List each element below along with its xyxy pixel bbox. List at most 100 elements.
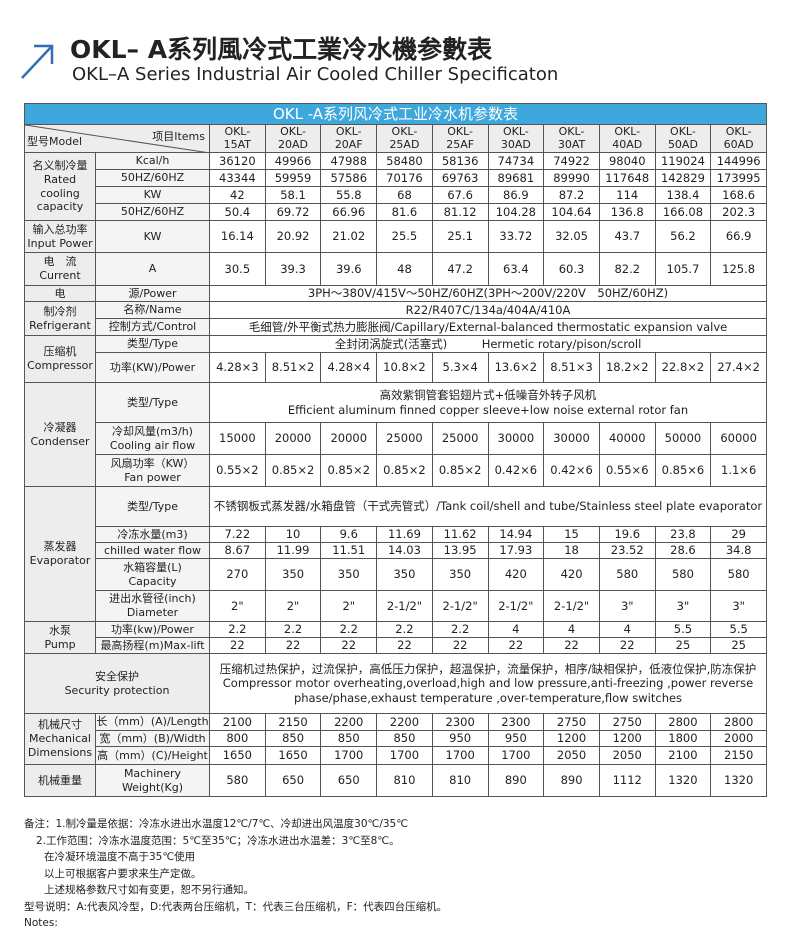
value-cell: 22 (265, 638, 322, 654)
spanning-value: 全封闭涡旋式(活塞式) Hermetic rotary/pison/scroll (210, 336, 767, 353)
value-cell: 22.8×2 (655, 353, 712, 383)
value-cell: 4 (544, 622, 600, 638)
value-cell: 87.2 (544, 187, 600, 204)
value-cell: 4 (488, 622, 545, 638)
value-cell: 2.2 (377, 622, 433, 638)
value-cell: 2200 (321, 714, 378, 731)
value-cell: 39.3 (265, 253, 322, 286)
group-label: 电 流 Current (25, 253, 96, 286)
value-cell: 22 (599, 638, 656, 654)
value-cell: 2" (210, 591, 266, 622)
value-cell: 33.72 (488, 221, 545, 253)
value-cell: 142829 (655, 170, 712, 187)
subtitle: OKL–A Series Industrial Air Cooled Chill… (72, 64, 559, 85)
corner-right: 项目Items (152, 130, 205, 143)
value-cell: 32.05 (544, 221, 600, 253)
value-cell: 25 (711, 638, 767, 654)
value-cell: 950 (488, 731, 545, 747)
value-cell: 60000 (711, 423, 767, 455)
item-label: chilled water flow (96, 543, 210, 559)
value-cell: 168.6 (711, 187, 767, 204)
value-cell: 2.2 (432, 622, 489, 638)
value-cell: 60.3 (544, 253, 600, 286)
value-cell: 0.85×2 (432, 455, 489, 487)
value-cell: 25.1 (432, 221, 489, 253)
group-label: 机械尺寸 Mechanical Dimensions (25, 714, 96, 765)
value-cell: 138.4 (655, 187, 712, 204)
group-label: 机械重量 (25, 765, 96, 797)
value-cell: 2800 (655, 714, 712, 731)
model-header: OKL- 20AF (321, 125, 378, 153)
item-label: 高（mm）(C)/Height (96, 747, 210, 765)
value-cell: 67.6 (432, 187, 489, 204)
value-cell: 98040 (599, 153, 656, 170)
value-cell: 580 (599, 559, 656, 591)
value-cell: 1320 (711, 765, 767, 797)
item-label: 长（mm）(A)/Length (96, 714, 210, 731)
note-line: 上述规格参数尺寸如有变更，恕不另行通知。 (44, 884, 254, 896)
model-header: OKL- 50AD (655, 125, 712, 153)
spanning-value: 高效紫铜管套铝翅片式+低噪音外转子风机 Efficient aluminum f… (210, 383, 767, 423)
value-cell: 2100 (655, 747, 712, 765)
value-cell: 2-1/2" (377, 591, 433, 622)
value-cell: 105.7 (655, 253, 712, 286)
value-cell: 58136 (432, 153, 489, 170)
value-cell: 350 (321, 559, 378, 591)
value-cell: 2.2 (265, 622, 322, 638)
value-cell: 81.12 (432, 204, 489, 221)
value-cell: 36120 (210, 153, 266, 170)
value-cell: 2050 (544, 747, 600, 765)
spanning-value: 压缩机过热保护，过流保护，高低压力保护，超温保护，流量保护，相序/缺相保护，低液… (210, 654, 767, 714)
value-cell: 29 (711, 527, 767, 543)
value-cell: 2200 (377, 714, 433, 731)
value-cell: 580 (655, 559, 712, 591)
value-cell: 2050 (599, 747, 656, 765)
value-cell: 69.72 (265, 204, 322, 221)
value-cell: 0.85×6 (655, 455, 712, 487)
value-cell: 0.55×6 (599, 455, 656, 487)
value-cell: 50.4 (210, 204, 266, 221)
value-cell: 9.6 (321, 527, 378, 543)
item-label: A (96, 253, 210, 286)
note-line: 备注：1.制冷量是依据：冷冻水进出水温度12℃/7℃、冷却进出风温度30℃/35… (24, 818, 409, 830)
value-cell: 43.7 (599, 221, 656, 253)
spanning-value: 不锈钢板式蒸发器/水箱盘管（干式壳管式）/Tank coil/shell and… (210, 487, 767, 527)
value-cell: 11.99 (265, 543, 322, 559)
value-cell: 23.8 (655, 527, 712, 543)
note-line: Notes: (24, 917, 58, 929)
value-cell: 125.8 (711, 253, 767, 286)
item-label: 源/Power (96, 286, 210, 302)
note-line: 型号说明：A:代表风冷型，D:代表两台压缩机，T：代表三台压缩机，F：代表四台压… (24, 900, 448, 913)
value-cell: 4.28×4 (321, 353, 378, 383)
value-cell: 11.69 (377, 527, 433, 543)
value-cell: 1.1×6 (711, 455, 767, 487)
value-cell: 0.42×6 (544, 455, 600, 487)
group-label: 制冷剂 Refrigerant (25, 302, 96, 336)
value-cell: 48 (377, 253, 433, 286)
value-cell: 39.6 (321, 253, 378, 286)
value-cell: 173995 (711, 170, 767, 187)
value-cell: 850 (321, 731, 378, 747)
value-cell: 58480 (377, 153, 433, 170)
value-cell: 89990 (544, 170, 600, 187)
note-line: 2.工作范围：冷冻水温度范围：5℃至35℃；冷冻水进出水温差：3℃至8℃。 (36, 834, 400, 847)
value-cell: 2800 (711, 714, 767, 731)
value-cell: 5.5 (655, 622, 712, 638)
value-cell: 8.67 (210, 543, 266, 559)
value-cell: 25000 (377, 423, 433, 455)
value-cell: 350 (377, 559, 433, 591)
value-cell: 270 (210, 559, 266, 591)
value-cell: 25000 (432, 423, 489, 455)
value-cell: 2-1/2" (544, 591, 600, 622)
value-cell: 890 (544, 765, 600, 797)
value-cell: 1200 (544, 731, 600, 747)
value-cell: 5.3×4 (432, 353, 489, 383)
value-cell: 22 (321, 638, 378, 654)
spec-table: OKL -A系列风冷式工业冷水机参数表 型号Model 项目Items OKL- 15… (24, 103, 767, 797)
model-header: OKL- 30AD (488, 125, 545, 153)
group-label: 安全保护 Security protection (25, 654, 210, 714)
item-label: KW (96, 221, 210, 253)
value-cell: 650 (265, 765, 322, 797)
value-cell: 20000 (321, 423, 378, 455)
value-cell: 25 (655, 638, 712, 654)
